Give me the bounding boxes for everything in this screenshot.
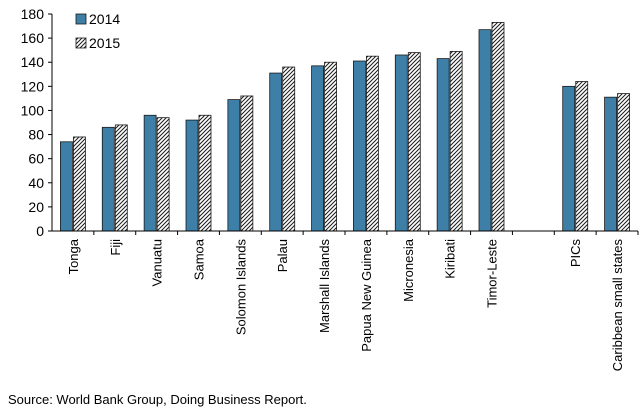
bar-2014 — [101, 126, 115, 232]
y-tick-label: 0 — [36, 223, 44, 239]
y-tick-label: 140 — [21, 54, 45, 70]
x-tick-label: Solomon Islands — [233, 239, 248, 336]
bar-2015 — [575, 81, 589, 232]
bar-2015 — [282, 66, 296, 232]
x-tick-label: Papua New Guinea — [359, 238, 374, 352]
y-tick-label: 80 — [28, 127, 44, 143]
bar-2014 — [269, 72, 283, 232]
y-tick-label: 180 — [21, 6, 45, 22]
bar-2014 — [227, 99, 241, 232]
legend-label: 2015 — [89, 35, 120, 51]
x-tick-label: Timor-Leste — [485, 239, 500, 308]
x-tick-label: Vanuatu — [150, 239, 165, 286]
y-tick-label: 120 — [21, 78, 45, 94]
bar-2014 — [394, 54, 408, 232]
bar-2015 — [366, 55, 379, 232]
y-tick-label: 160 — [21, 30, 45, 46]
bar-2015 — [156, 117, 170, 232]
bar-2015 — [240, 95, 254, 232]
x-tick-label: Palau — [275, 239, 290, 272]
bar-2015 — [449, 50, 463, 232]
x-tick-label: Fiji — [108, 239, 123, 256]
y-tick-label: 20 — [28, 199, 44, 215]
source-note: Source: World Bank Group, Doing Business… — [8, 392, 307, 407]
legend-label: 2014 — [89, 11, 120, 27]
legend-swatch-2015 — [75, 37, 87, 49]
bar-2015 — [617, 93, 630, 232]
x-tick-label: Caribbean small states — [610, 239, 625, 372]
bar-2014 — [353, 60, 366, 232]
x-axis: Tonga Fiji Vanuatu Samoa Solomon Islands Pala… — [52, 230, 639, 372]
bar-2014 — [478, 29, 492, 232]
legend-swatch-2014 — [75, 13, 87, 25]
x-tick-label: PICs — [568, 239, 583, 268]
y-tick-label: 40 — [28, 175, 44, 191]
bar-2015 — [198, 114, 212, 232]
bar-2014 — [60, 141, 73, 232]
x-tick-label: Tonga — [66, 238, 81, 274]
y-tick-label: 100 — [21, 102, 45, 118]
x-tick-label: Micronesia — [401, 238, 416, 302]
bars — [60, 22, 630, 232]
bar-2014 — [185, 119, 199, 232]
bar-2015 — [324, 61, 337, 232]
x-tick-label: Kiribati — [443, 239, 458, 279]
x-tick-label: Samoa — [192, 238, 207, 280]
bar-2014 — [562, 85, 576, 232]
bar-2014 — [604, 96, 617, 232]
bar-2015 — [491, 22, 505, 232]
y-axis: 0 20 40 60 80 100 120 140 160 180 — [21, 6, 53, 239]
bar-2015 — [73, 136, 86, 232]
bar-2014 — [436, 58, 450, 232]
bar-2015 — [114, 124, 128, 232]
legend: 2014 2015 — [75, 11, 120, 51]
bar-2014 — [311, 65, 324, 232]
bar-2014 — [143, 114, 157, 232]
y-tick-label: 60 — [28, 151, 44, 167]
bar-2015 — [407, 52, 421, 232]
x-tick-label: Marshall Islands — [317, 239, 332, 333]
